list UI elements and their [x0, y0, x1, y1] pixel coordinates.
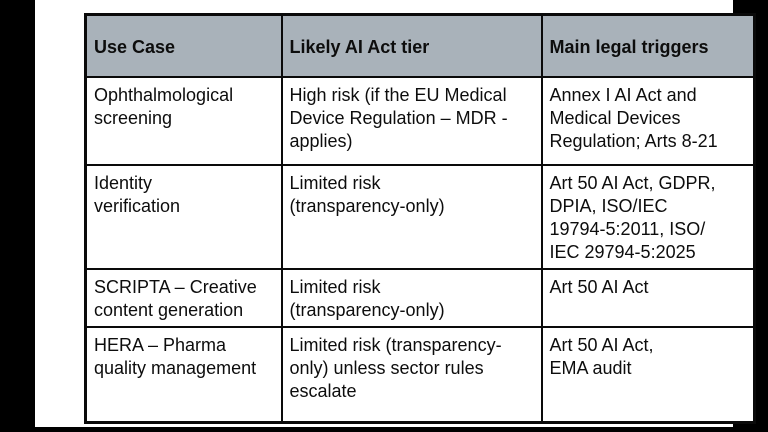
slide-area: Use Case Likely AI Act tier Main legal t… [35, 0, 756, 427]
table-row: HERA – Pharma quality management Limited… [84, 326, 756, 424]
column-header-ai-act-tier: Likely AI Act tier [280, 13, 543, 78]
column-header-use-case: Use Case [84, 13, 283, 78]
cell-use-case: Identity verification [84, 164, 283, 270]
table-row: SCRIPTA – Creative content generation Li… [84, 268, 756, 328]
cell-use-case: HERA – Pharma quality management [84, 326, 283, 424]
cell-triggers: Art 50 AI Act, GDPR, DPIA, ISO/IEC 19794… [540, 164, 756, 270]
cell-triggers: Art 50 AI Act, EMA audit [540, 326, 756, 424]
cell-use-case: Ophthalmological screening [84, 76, 283, 166]
cell-tier: Limited risk (transparency-only) [280, 164, 543, 270]
cell-tier: Limited risk (transparency- only) unless… [280, 326, 543, 424]
table-row: Identity verification Limited risk (tran… [84, 164, 756, 270]
table-row: Ophthalmological screening High risk (if… [84, 76, 756, 166]
table-header-row: Use Case Likely AI Act tier Main legal t… [84, 13, 756, 78]
column-header-legal-triggers: Main legal triggers [540, 13, 756, 78]
cell-triggers: Annex I AI Act and Medical Devices Regul… [540, 76, 756, 166]
cell-tier: High risk (if the EU Medical Device Regu… [280, 76, 543, 166]
cell-use-case: SCRIPTA – Creative content generation [84, 268, 283, 328]
cell-triggers: Art 50 AI Act [540, 268, 756, 328]
risk-tier-table: Use Case Likely AI Act tier Main legal t… [84, 13, 756, 424]
cell-tier: Limited risk (transparency-only) [280, 268, 543, 328]
